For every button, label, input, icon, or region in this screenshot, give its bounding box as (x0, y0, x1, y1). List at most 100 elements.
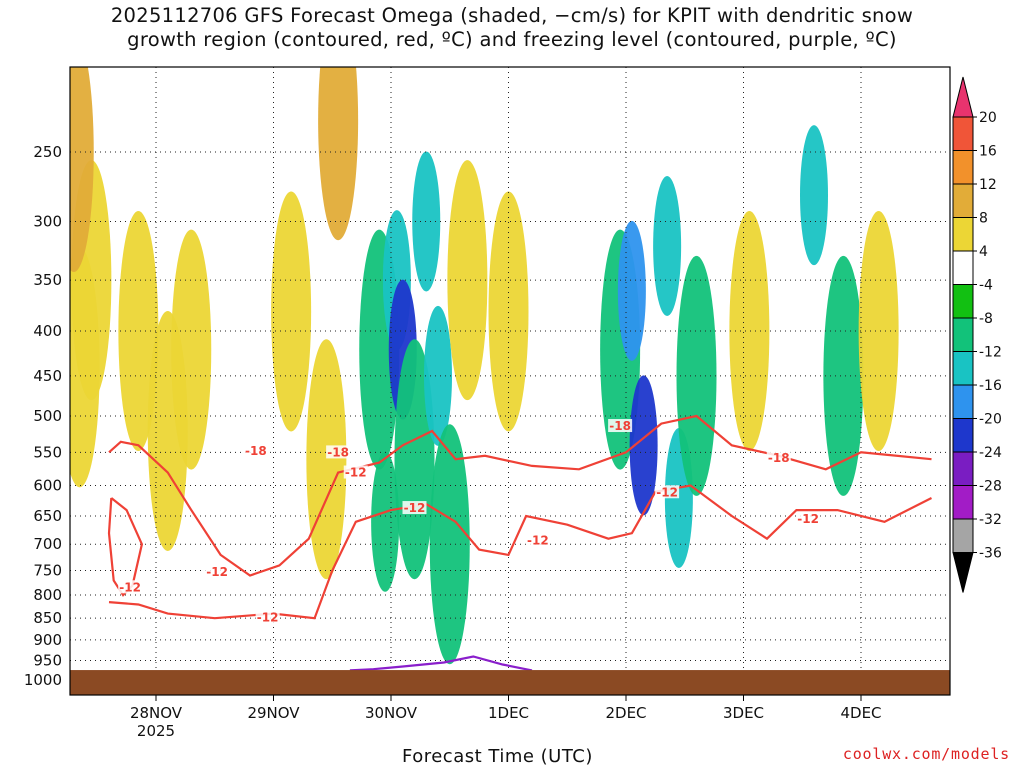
contour-label-bg (525, 533, 550, 547)
omega-cell (617, 220, 646, 361)
omega-cell (412, 151, 441, 292)
contour-label-bg (118, 580, 143, 594)
omega-cell (676, 255, 717, 496)
x-year-label: 2025 (137, 722, 175, 740)
omega-cell (447, 160, 488, 401)
colorbar-swatch (952, 116, 974, 151)
terrain-ground (70, 670, 950, 695)
x-tick-label: 2DEC (605, 704, 646, 722)
contour-label: -12 (345, 466, 367, 480)
y-tick-label: 800 (33, 586, 62, 604)
y-tick-label: 400 (33, 322, 62, 340)
contour-label-bg (255, 610, 280, 624)
omega-cell (318, 67, 359, 241)
colorbar-label: 16 (979, 144, 997, 160)
contour-label-bg (205, 565, 230, 579)
contour-label-bg (326, 445, 351, 459)
contour-minus18 (108, 414, 932, 577)
colorbar-swatch (952, 351, 974, 386)
y-tick-label: 1000 (24, 671, 62, 689)
colorbar-label: -4 (979, 278, 993, 294)
contour-label-bg (796, 512, 821, 526)
x-tick-label: 30NOV (365, 704, 418, 722)
omega-cell (271, 191, 312, 432)
contour-label-bg (766, 450, 791, 464)
colorbar-swatch (952, 250, 974, 285)
chart-title: 2025112706 GFS Forecast Omega (shaded, −… (110, 4, 914, 51)
colorbar-label: -32 (979, 512, 1002, 528)
colorbar-label: -8 (979, 311, 993, 327)
contour-label: -18 (327, 445, 349, 459)
contour-label: -12 (119, 580, 141, 594)
contour-label: -12 (257, 610, 279, 624)
contour-label: -18 (768, 451, 790, 465)
omega-cell (429, 424, 470, 665)
omega-cell (488, 191, 529, 432)
colorbar-bottom-arrow (952, 552, 974, 593)
contour-label-bg (343, 465, 368, 479)
x-tick-label: 4DEC (840, 704, 881, 722)
colorbar-swatch (952, 384, 974, 419)
contour-label-bg (608, 419, 633, 433)
omega-cell (629, 375, 658, 516)
colorbar-top-arrow (952, 76, 974, 118)
y-tick-label: 450 (33, 367, 62, 385)
y-tick-label: 750 (33, 561, 62, 579)
colorbar: 20 16 12 8 4 -4 -8 -12 -16 -20 -24 -28 -32 -36 (952, 76, 1002, 593)
y-tick-label: 500 (33, 407, 62, 425)
x-tick-label: 28NOV (130, 704, 183, 722)
omega-cell (118, 211, 159, 452)
colorbar-label: -28 (979, 479, 1002, 495)
y-tick-label: 300 (33, 212, 62, 230)
plot-frame (69, 66, 951, 696)
contour-label: -18 (609, 419, 631, 433)
colorbar-label: 8 (979, 211, 988, 227)
colorbar-label: 20 (979, 110, 997, 126)
temperature-contours: -18 -12 -18 -12 -12 -12 -18 -12 -18 -12 -12 -12 (107, 414, 932, 672)
colorbar-label: -36 (979, 546, 1002, 562)
colorbar-swatch (952, 183, 974, 218)
contour-label: -12 (656, 485, 678, 499)
colorbar-swatch (952, 451, 974, 486)
colorbar-swatch (952, 317, 974, 352)
colorbar-label: -12 (979, 345, 1002, 361)
contour-label: -12 (206, 565, 228, 579)
y-tick-label: 950 (33, 652, 62, 670)
y-tick-label: 550 (33, 443, 62, 461)
credit-link[interactable]: coolwx.com/models (842, 745, 1010, 763)
contour-label: -12 (797, 512, 819, 526)
contour-label-bg (243, 444, 268, 458)
contour-label-bg (655, 485, 680, 499)
colorbar-label: -24 (979, 445, 1002, 461)
contour-label: -18 (245, 444, 267, 458)
colorbar-swatch (952, 217, 974, 252)
omega-cell (653, 176, 682, 317)
omega-cell (858, 211, 899, 452)
y-tick-label: 700 (33, 535, 62, 553)
omega-cell (171, 229, 212, 470)
omega-shading (70, 67, 899, 665)
x-tick-label: 3DEC (723, 704, 764, 722)
omega-cell (70, 67, 94, 272)
y-tick-label: 250 (33, 143, 62, 161)
omega-cell (424, 305, 452, 446)
y-axis-ticks: 250 300 350 400 450 500 550 600 650 700 750 800 850 9… (24, 143, 62, 689)
colorbar-swatch (952, 518, 974, 553)
terrain-surface (70, 670, 950, 695)
colorbar-label: -16 (979, 378, 1002, 394)
colorbar-label: 4 (979, 244, 988, 260)
colorbar-label: -20 (979, 412, 1002, 428)
omega-cell (729, 211, 770, 452)
colorbar-swatch (952, 418, 974, 453)
contour-label: -12 (404, 501, 426, 515)
colorbar-swatch (952, 150, 974, 185)
colorbar-swatch (952, 284, 974, 319)
x-tick-label: 1DEC (488, 704, 529, 722)
contour-label: -12 (527, 534, 549, 548)
contour-label-bg (402, 501, 427, 515)
y-tick-label: 900 (33, 631, 62, 649)
omega-cell (371, 451, 400, 592)
y-tick-label: 600 (33, 476, 62, 494)
y-tick-label: 850 (33, 609, 62, 627)
